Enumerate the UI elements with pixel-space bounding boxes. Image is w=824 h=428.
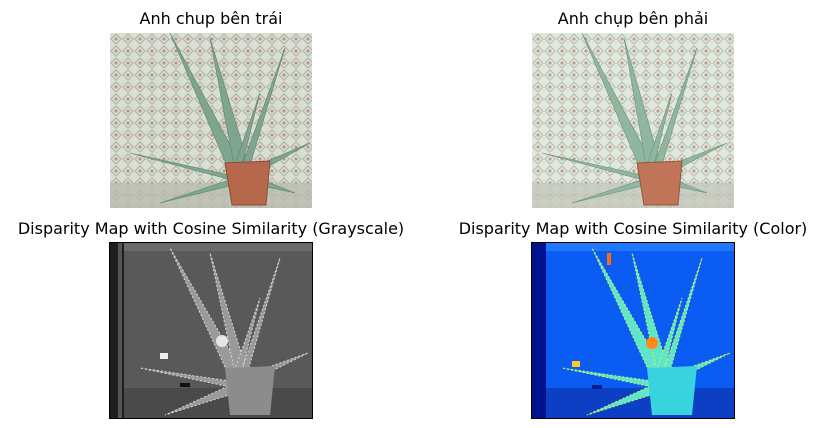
panel-title-right-photo: Anh chụp bên phải: [557, 9, 709, 28]
panel-title-disparity-grayscale: Disparity Map with Cosine Similarity (Gr…: [17, 219, 405, 238]
panel-title-left-photo: Anh chup bên trái: [139, 9, 283, 28]
right-photo-image: [532, 33, 734, 208]
panel-title-disparity-color: Disparity Map with Cosine Similarity (Co…: [458, 219, 808, 238]
disparity-color-image: [531, 242, 735, 419]
left-photo-image: [110, 33, 312, 208]
disparity-grayscale-image: [109, 242, 313, 419]
